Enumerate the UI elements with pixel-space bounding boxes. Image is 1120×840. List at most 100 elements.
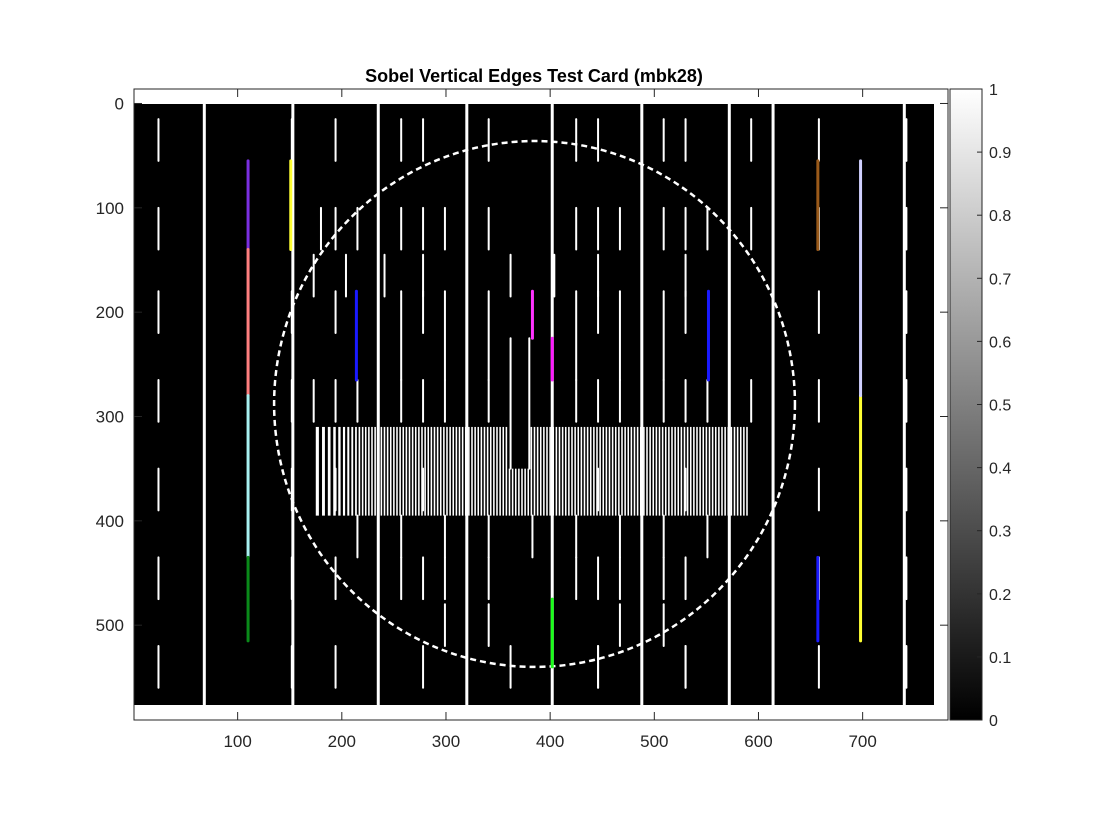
- grating-bar: [593, 426, 595, 516]
- x-tick-label: 400: [536, 732, 564, 751]
- grating-bar: [736, 426, 739, 516]
- grating-bar: [718, 426, 720, 516]
- grating-bar: [386, 426, 389, 516]
- colorbar-tick-label: 0.9: [989, 145, 1011, 162]
- grating-bar: [661, 426, 664, 516]
- colorbar-tick-label: 0.2: [989, 587, 1011, 604]
- grating-bar: [536, 426, 539, 516]
- grating-bar: [652, 426, 655, 516]
- grating-bar: [408, 426, 411, 516]
- grating-bar: [368, 426, 370, 516]
- grating-bar: [433, 426, 436, 516]
- grating-bar: [664, 426, 667, 516]
- grating-bar: [514, 468, 517, 516]
- grating-bar: [693, 426, 695, 516]
- grating-bar: [364, 426, 367, 516]
- chart-title: Sobel Vertical Edges Test Card (mbk28): [365, 66, 703, 86]
- grating-bar: [708, 426, 711, 516]
- axes-box: [133, 88, 949, 721]
- grating-bar: [624, 426, 626, 516]
- grating-bar: [458, 426, 461, 516]
- grating-bar: [599, 426, 601, 516]
- grating-bar: [355, 426, 357, 516]
- edge-marks: [157, 103, 908, 706]
- grating-bar: [721, 426, 723, 516]
- grating-bar: [743, 426, 745, 516]
- grating-bar: [502, 426, 505, 516]
- grating-bar: [443, 426, 445, 516]
- grating-bar: [489, 426, 492, 516]
- y-tick-label: 500: [96, 616, 124, 635]
- grating-bar: [671, 426, 673, 516]
- y-axis: 0 100 200 300 400 500: [96, 94, 948, 635]
- y-tick-label: 400: [96, 512, 124, 531]
- grating-bar: [411, 426, 414, 516]
- grating-bar: [658, 426, 661, 516]
- y-tick-label: 0: [115, 94, 124, 113]
- grating-bar: [374, 426, 376, 516]
- grating-bar: [686, 426, 689, 516]
- grating-bar: [711, 426, 714, 516]
- grating-bar: [549, 426, 551, 516]
- x-axis: 100 200 300 400 500 600 700: [223, 89, 877, 751]
- grating-bar: [480, 426, 483, 516]
- colorbar-tick-label: 0.4: [989, 461, 1011, 478]
- grating-bar: [602, 426, 605, 516]
- grating-bar: [486, 426, 489, 516]
- grating-bar: [446, 426, 448, 516]
- grating-bar: [508, 468, 511, 516]
- grating-bar: [483, 426, 486, 516]
- colorbar-tick-label: 0.1: [989, 650, 1011, 667]
- grating-bar: [608, 426, 611, 516]
- grating-bar: [564, 426, 567, 516]
- grating-bar: [347, 426, 350, 516]
- grating-bar: [639, 426, 642, 516]
- grating-bar: [571, 426, 573, 516]
- x-tick-label: 300: [432, 732, 460, 751]
- colorbar: [949, 88, 983, 721]
- grating-bar: [727, 426, 730, 516]
- grating-bar: [621, 426, 623, 516]
- grating-bar: [705, 426, 708, 516]
- grating-bar: [680, 426, 683, 516]
- grating-bar: [614, 426, 617, 516]
- grating-bar: [699, 426, 701, 516]
- colorbar-tick-label: 0: [989, 713, 998, 730]
- grating-bar: [668, 426, 670, 516]
- y-tick-label: 200: [96, 303, 124, 322]
- grating-bar: [589, 426, 592, 516]
- y-tick-label: 300: [96, 407, 124, 426]
- grating-bar: [533, 426, 536, 516]
- grating-bar: [405, 426, 408, 516]
- grating-bar: [539, 426, 542, 516]
- grating-bar: [427, 426, 430, 516]
- grating-bar: [402, 426, 405, 516]
- grating-bar: [499, 426, 501, 516]
- grating-bar: [377, 426, 380, 516]
- grating-bar: [530, 426, 533, 516]
- grating-bar: [646, 426, 648, 516]
- grating-bar: [521, 468, 523, 516]
- grating-bar: [464, 426, 467, 516]
- grating-bar: [452, 426, 455, 516]
- grating-bar: [655, 426, 658, 516]
- grating-bar: [505, 426, 508, 516]
- grating-bar: [527, 468, 530, 516]
- grating-bar: [630, 426, 633, 516]
- grating-bar: [586, 426, 589, 516]
- grating-bar: [361, 426, 364, 516]
- grating-bar: [414, 426, 417, 516]
- grating-bar: [605, 426, 608, 516]
- grating-bar: [449, 426, 451, 516]
- grating-bar: [389, 426, 392, 516]
- colorbar-tick-label: 0.7: [989, 271, 1011, 288]
- grating-bar: [558, 426, 561, 516]
- grating-bar: [418, 426, 420, 516]
- grating-bar: [627, 426, 630, 516]
- grating-bar: [643, 426, 645, 516]
- grating-bar: [552, 426, 555, 516]
- grating-bar: [730, 426, 733, 516]
- grating-bar: [474, 426, 476, 516]
- grating-bar: [677, 426, 680, 516]
